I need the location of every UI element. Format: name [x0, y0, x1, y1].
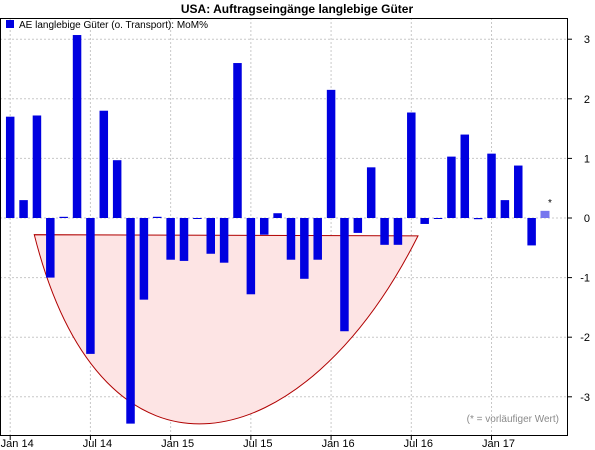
- x-tick-label: Jul 15: [243, 438, 272, 450]
- bar: [313, 218, 322, 260]
- bar: [460, 134, 470, 218]
- bar: [219, 218, 229, 263]
- bar: [99, 110, 109, 218]
- bars: [5, 35, 550, 424]
- bar: [487, 153, 496, 218]
- y-tick-label: 1: [584, 153, 590, 165]
- bar: [340, 218, 349, 332]
- bar: [326, 89, 336, 218]
- plot-frame: [0, 18, 568, 436]
- bar: [286, 218, 296, 260]
- y-tick-label: -1: [580, 273, 590, 285]
- bar-preliminary: [540, 210, 550, 218]
- x-tick-label: Jan 14: [1, 438, 34, 450]
- bar: [447, 156, 456, 218]
- bar: [179, 218, 189, 261]
- legend: AE langlebige Güter (o. Transport): MoM%: [6, 20, 208, 31]
- legend-label: AE langlebige Güter (o. Transport): MoM%: [19, 20, 208, 31]
- y-tick-label: 0: [584, 213, 590, 225]
- bar: [473, 218, 483, 220]
- bar: [527, 218, 536, 246]
- bar: [32, 115, 42, 218]
- preliminary-marker: *: [548, 198, 552, 209]
- bar: [72, 35, 82, 218]
- footnote: (* = vorläufiger Wert): [467, 414, 559, 425]
- bar: [86, 218, 95, 354]
- bar: [139, 218, 149, 300]
- y-tick-label: -2: [580, 332, 590, 344]
- bar: [19, 200, 28, 218]
- bar: [233, 63, 242, 218]
- bar: [300, 218, 309, 279]
- legend-swatch: [6, 20, 14, 28]
- chart-title: USA: Auftragseingänge langlebige Güter: [181, 2, 414, 16]
- y-tick-label: 3: [584, 34, 590, 46]
- bar: [153, 216, 162, 218]
- y-axis: 3 2 1 0 -1 -2 -3: [568, 34, 590, 404]
- bar: [5, 116, 15, 218]
- x-tick-label: Jul 16: [404, 438, 433, 450]
- bar: [273, 213, 282, 218]
- bar: [246, 218, 256, 295]
- x-tick-label: Jan 16: [322, 438, 355, 450]
- bar: [59, 216, 68, 218]
- bar: [393, 218, 403, 245]
- y-tick-label: 2: [584, 94, 590, 106]
- bar: [380, 218, 389, 245]
- x-axis: Jan 14 Jul 14 Jan 15 Jul 15 Jan 16 Jul 16 Jan …: [1, 436, 515, 450]
- bar: [433, 218, 443, 219]
- x-tick-label: Jul 14: [83, 438, 112, 450]
- bar: [166, 218, 175, 260]
- bar: [366, 167, 376, 218]
- y-tick-label: -3: [580, 392, 590, 404]
- bar: [353, 218, 363, 233]
- bar: [420, 218, 429, 224]
- bar: [259, 218, 269, 235]
- bar: [206, 218, 215, 254]
- bar: [514, 165, 523, 218]
- bar: [193, 218, 202, 219]
- bar: [126, 218, 135, 424]
- bar: [500, 200, 510, 218]
- bar: [46, 218, 55, 278]
- x-tick-label: Jan 17: [482, 438, 515, 450]
- bar: [112, 160, 122, 218]
- bar: [407, 112, 416, 218]
- x-tick-label: Jan 15: [161, 438, 194, 450]
